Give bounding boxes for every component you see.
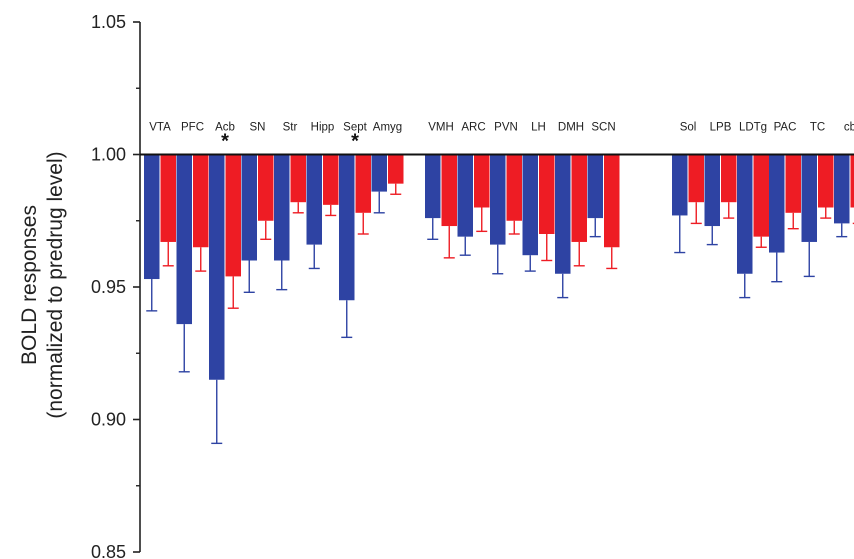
bar-VMH-s1: [425, 154, 441, 219]
bar-PVN-s1: [490, 154, 506, 245]
bar-LH-s2: [539, 154, 555, 234]
category-label-TC: TC: [810, 122, 825, 134]
y-tick-label: 1.05: [91, 12, 126, 32]
y-axis-label: BOLD responses (normalized to predrug le…: [18, 151, 67, 418]
bar-SN-s2: [258, 154, 274, 221]
bar-SCN-s1: [587, 154, 603, 219]
bar-LPB-s1: [704, 154, 720, 227]
y-axis-label-line1: BOLD responses: [18, 205, 41, 365]
category-label-VTA: VTA: [149, 122, 171, 134]
category-label-Sept: Sept: [343, 122, 367, 134]
category-label-Hipp: Hipp: [311, 122, 335, 134]
category-label-LPB: LPB: [710, 122, 732, 134]
category-label-ARC: ARC: [461, 122, 485, 134]
category-label-PVN: PVN: [494, 122, 518, 134]
bar-ARC-s1: [457, 154, 473, 237]
significance-mark-Acb: *: [221, 131, 229, 153]
bar-Acb-s2: [225, 154, 241, 277]
bar-Sol-s2: [688, 154, 704, 203]
bar-DMH-s2: [571, 154, 587, 242]
category-label-Sol: Sol: [680, 122, 697, 134]
category-label-PAC: PAC: [774, 122, 797, 134]
bar-SN-s1: [241, 154, 257, 261]
bar-PVN-s2: [506, 154, 522, 221]
bar-Str-s1: [274, 154, 290, 261]
category-label-LH: LH: [531, 122, 546, 134]
bars: [144, 154, 854, 445]
bar-DMH-s1: [555, 154, 571, 274]
y-tick-label: 0.95: [91, 277, 126, 297]
category-labels: VTA PFC Acb*SN Str Hipp Sept*Amyg VMH ARC PVN LH D…: [149, 122, 854, 153]
bar-Hipp-s1: [306, 154, 322, 245]
bar-Sept-s1: [339, 154, 355, 301]
bar-PFC-s1: [176, 154, 192, 325]
y-tick-label: 0.85: [91, 542, 126, 559]
category-label-Amyg: Amyg: [373, 122, 402, 134]
bar-LDTg-s1: [737, 154, 753, 274]
bar-VTA-s2: [160, 154, 176, 242]
bar-cb-s1: [834, 154, 850, 224]
category-label-cb: cb: [844, 122, 854, 134]
bar-Str-s2: [290, 154, 306, 203]
bar-PAC-s2: [785, 154, 801, 213]
bar-PFC-s2: [193, 154, 209, 248]
y-axis-label-line2: (normalized to predrug level): [44, 151, 67, 418]
bar-Amyg-s2: [388, 154, 404, 184]
category-label-SN: SN: [250, 122, 266, 134]
category-label-SCN: SCN: [591, 122, 615, 134]
significance-mark-Sept: *: [351, 131, 359, 153]
category-label-Str: Str: [283, 122, 298, 134]
bar-TC-s1: [801, 154, 817, 242]
bar-LPB-s2: [721, 154, 737, 203]
bar-PAC-s1: [769, 154, 785, 253]
bar-Acb-s1: [209, 154, 225, 380]
bar-VMH-s2: [441, 154, 457, 227]
y-tick-label: 1.00: [91, 145, 126, 165]
bar-ARC-s2: [474, 154, 490, 208]
bar-LDTg-s2: [753, 154, 769, 237]
category-label-VMH: VMH: [428, 122, 454, 134]
category-label-PFC: PFC: [181, 122, 204, 134]
bar-Sol-s1: [672, 154, 688, 216]
bar-cb-s2: [850, 154, 854, 208]
y-axis: 0.85 0.90 0.95 1.00 1.05: [91, 12, 141, 559]
bar-Hipp-s2: [323, 154, 339, 205]
bar-Sept-s2: [355, 154, 371, 213]
bar-LH-s1: [522, 154, 538, 256]
category-label-Acb: Acb: [215, 122, 235, 134]
category-label-LDTg: LDTg: [739, 122, 767, 134]
bar-TC-s2: [818, 154, 834, 208]
bar-SCN-s2: [604, 154, 620, 248]
y-tick-label: 0.90: [91, 410, 126, 430]
bar-Amyg-s1: [371, 154, 387, 192]
category-label-DMH: DMH: [558, 122, 584, 134]
bar-VTA-s1: [144, 154, 160, 280]
